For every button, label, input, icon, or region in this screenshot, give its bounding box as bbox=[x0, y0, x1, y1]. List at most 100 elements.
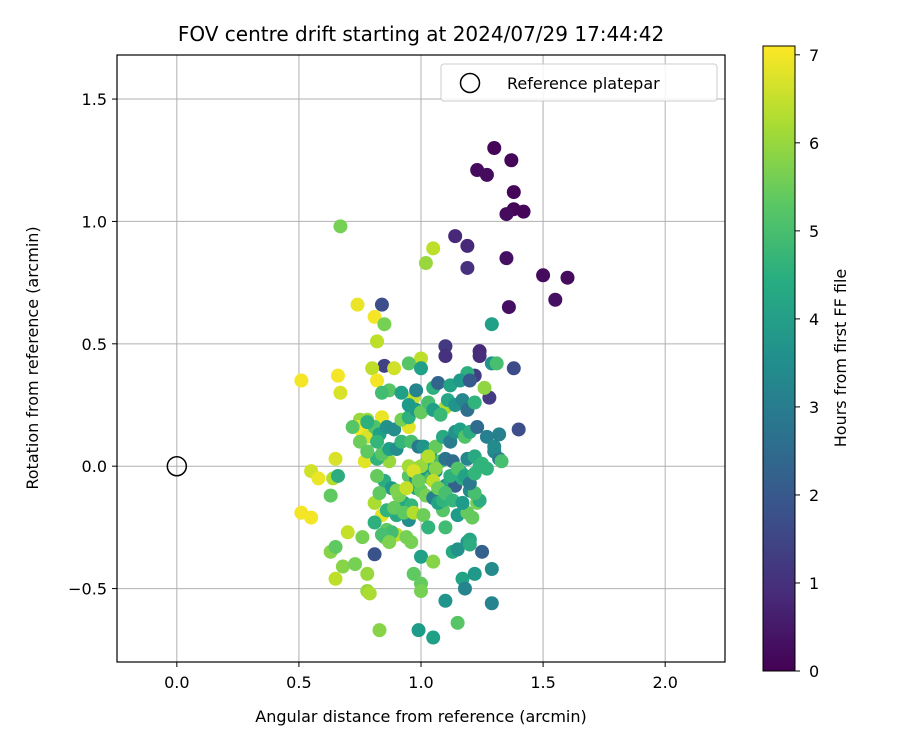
data-point bbox=[448, 229, 463, 244]
data-point bbox=[348, 557, 363, 572]
x-tick-label: 0.5 bbox=[286, 673, 311, 692]
data-point bbox=[494, 454, 509, 469]
data-point bbox=[455, 495, 470, 510]
data-point bbox=[426, 630, 441, 645]
colorbar-ticks: 0 1 2 3 4 5 6 7 bbox=[795, 46, 819, 681]
data-point bbox=[438, 593, 453, 608]
data-point bbox=[374, 385, 389, 400]
data-point bbox=[367, 309, 382, 324]
data-points bbox=[166, 141, 575, 645]
y-tick-label: 1.0 bbox=[82, 212, 107, 231]
data-point bbox=[333, 385, 348, 400]
data-point bbox=[472, 459, 487, 474]
data-point bbox=[479, 429, 494, 444]
data-point bbox=[560, 270, 575, 285]
data-point bbox=[465, 510, 480, 525]
x-axis-label: Angular distance from reference (arcmin) bbox=[255, 707, 586, 726]
reference-point-marker bbox=[166, 455, 188, 477]
chart-title: FOV centre drift starting at 2024/07/29 … bbox=[178, 22, 664, 46]
data-point bbox=[499, 207, 514, 222]
data-point bbox=[328, 451, 343, 466]
x-tick-label: 0.0 bbox=[164, 673, 189, 692]
x-tick-label: 2.0 bbox=[652, 673, 677, 692]
y-tick-label: 1.5 bbox=[82, 90, 107, 109]
data-point bbox=[479, 167, 494, 182]
data-point bbox=[450, 542, 465, 557]
data-point bbox=[428, 439, 443, 454]
colorbar-tick-label: 4 bbox=[809, 310, 819, 329]
data-point bbox=[477, 380, 492, 395]
data-point bbox=[360, 566, 375, 581]
data-point bbox=[411, 623, 426, 638]
legend-marker bbox=[459, 72, 481, 94]
data-point bbox=[414, 361, 428, 376]
legend: Reference platepar bbox=[440, 63, 718, 102]
data-point bbox=[438, 349, 453, 364]
data-point bbox=[382, 535, 397, 550]
data-point bbox=[360, 415, 375, 430]
y-axis-label: Rotation from reference (arcmin) bbox=[23, 226, 42, 489]
colorbar-tick-label: 2 bbox=[809, 486, 819, 505]
data-point bbox=[414, 549, 428, 564]
colorbar-tick-label: 0 bbox=[809, 662, 819, 681]
data-point bbox=[370, 434, 385, 449]
data-point bbox=[360, 444, 375, 459]
data-point bbox=[367, 547, 382, 562]
data-point bbox=[431, 375, 446, 390]
data-point bbox=[516, 204, 531, 219]
data-point bbox=[372, 623, 387, 638]
y-axis-ticks: −0.5 0.0 0.5 1.0 1.5 bbox=[68, 90, 117, 599]
data-point bbox=[460, 260, 475, 275]
data-point bbox=[506, 185, 521, 200]
data-point bbox=[421, 449, 436, 464]
data-point bbox=[411, 473, 426, 488]
data-point bbox=[450, 615, 465, 630]
data-point bbox=[365, 361, 380, 376]
data-point bbox=[462, 537, 477, 552]
data-point bbox=[462, 373, 477, 388]
legend-label: Reference platepar bbox=[507, 74, 660, 93]
data-point bbox=[475, 544, 490, 559]
data-point bbox=[387, 361, 402, 376]
data-point bbox=[438, 339, 453, 354]
data-point bbox=[453, 373, 468, 388]
data-point bbox=[511, 422, 526, 437]
data-point bbox=[428, 461, 443, 476]
data-point bbox=[311, 471, 326, 486]
data-point bbox=[416, 508, 431, 523]
data-point bbox=[323, 488, 338, 503]
data-point bbox=[335, 559, 350, 574]
data-point bbox=[536, 268, 551, 283]
x-axis-ticks: 0.0 0.5 1.0 1.5 2.0 bbox=[164, 662, 678, 692]
data-point bbox=[414, 405, 428, 420]
x-tick-label: 1.0 bbox=[408, 673, 433, 692]
data-point bbox=[399, 481, 414, 496]
data-point bbox=[352, 434, 367, 449]
data-point bbox=[414, 584, 428, 599]
colorbar: 0 1 2 3 4 5 6 7 Hours from first FF file bbox=[762, 45, 850, 681]
data-point bbox=[377, 317, 392, 332]
y-tick-label: 0.5 bbox=[82, 335, 107, 354]
data-point bbox=[396, 505, 411, 520]
colorbar-tick-label: 6 bbox=[809, 134, 819, 153]
data-point bbox=[433, 407, 448, 422]
data-point bbox=[328, 571, 343, 586]
data-point bbox=[506, 361, 521, 376]
data-point bbox=[370, 468, 385, 483]
data-point bbox=[460, 238, 475, 253]
data-point bbox=[330, 468, 345, 483]
data-point bbox=[501, 300, 516, 315]
data-point bbox=[414, 351, 428, 366]
data-point bbox=[484, 317, 499, 332]
data-point bbox=[487, 141, 502, 156]
data-point bbox=[401, 398, 416, 413]
data-point bbox=[355, 530, 370, 545]
x-tick-label: 1.5 bbox=[530, 673, 555, 692]
data-point bbox=[484, 596, 499, 611]
data-point bbox=[489, 356, 504, 371]
data-point bbox=[426, 554, 441, 569]
data-point bbox=[492, 427, 507, 442]
data-point bbox=[350, 297, 365, 312]
data-point bbox=[362, 586, 377, 601]
